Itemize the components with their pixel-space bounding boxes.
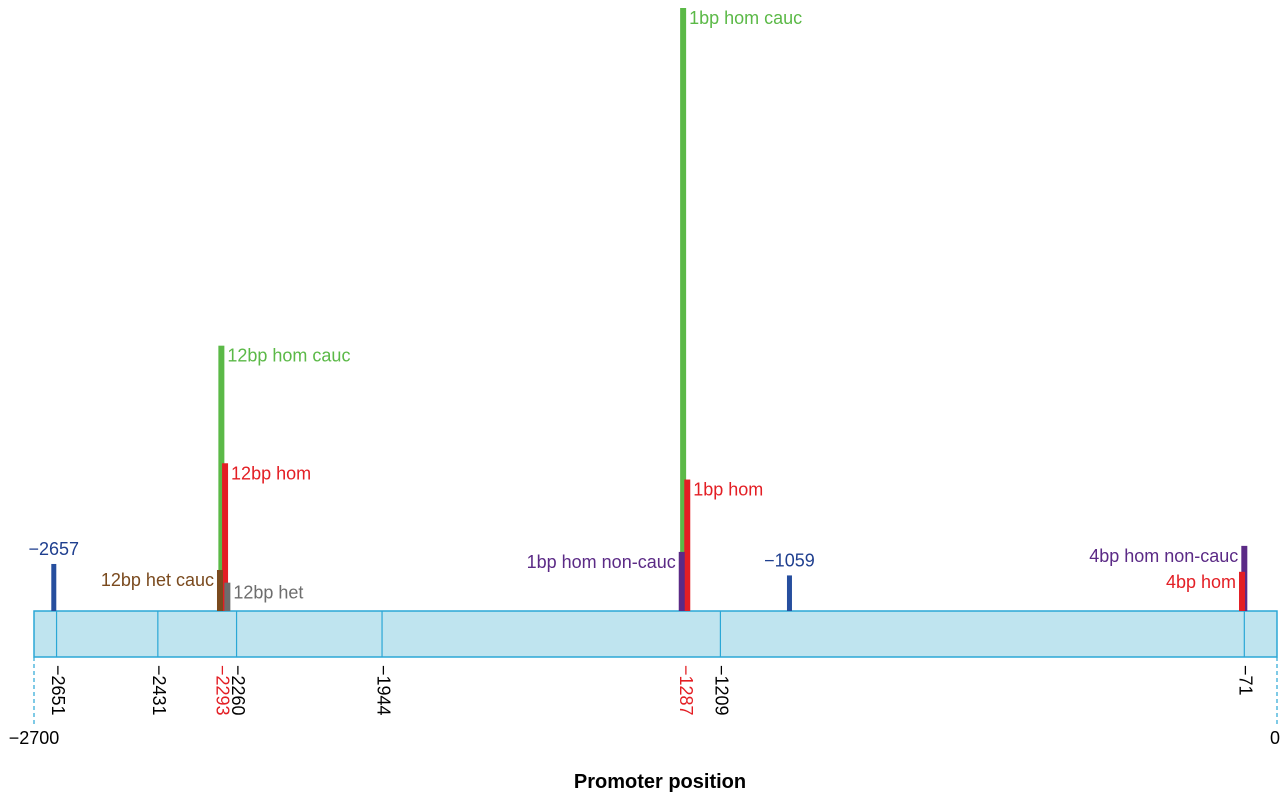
label-12bp-het-cauc: 12bp het cauc [101,570,214,590]
x-axis-title: Promoter position [574,771,746,793]
tick-label-2431: −2431 [149,665,169,716]
label-4bp-hom-non-cauc: 4bp hom non-cauc [1089,546,1238,566]
label-12bp-hom-cauc: 12bp hom cauc [227,346,350,366]
bar-12bp-hom-cauc [218,345,225,611]
label-1bp-hom-cauc: 1bp hom cauc [689,8,802,28]
tick-label-2293: −2293 [213,665,233,716]
axis-end-label: 0 [1270,728,1280,748]
variant-bar-labels: 12bp hom cauc 12bp hom 12bp het cauc 12bp h… [29,8,1239,603]
label-12bp-het: 12bp het [233,583,303,603]
tick-label-2260: −2260 [228,665,248,716]
marker-label-2657: −2657 [29,539,80,559]
bar-4bp-hom [1239,571,1246,611]
marker-label-1059: −1059 [764,550,815,570]
tick-label-71: −71 [1236,665,1256,696]
marker-1059 [786,575,792,611]
bar-1bp-hom [684,479,691,611]
label-1bp-hom-non-cauc: 1bp hom non-cauc [527,552,676,572]
variant-bars [51,8,1248,611]
promoter-region [33,610,1278,658]
bar-12bp-het-cauc [216,569,223,611]
tick-label-1287: −1287 [676,665,696,716]
bar-1bp-hom-cauc [680,8,687,611]
bar-12bp-hom [222,463,229,611]
axis-start-label: −2700 [9,728,60,748]
label-1bp-hom: 1bp hom [693,480,763,500]
marker-2657 [51,563,57,611]
tick-label-2651: −2651 [48,665,68,716]
promoter-box [33,610,1278,658]
position-tick-labels: −2651 −2431 −2293−2260 −1944 −1287 −1209 −71 [48,665,1256,716]
label-4bp-hom: 4bp hom [1166,572,1236,592]
bar-1bp-hom-non-cauc [678,551,685,611]
label-12bp-hom: 12bp hom [231,463,311,483]
tick-label-1209: −1209 [712,665,732,716]
bar-12bp-het [224,582,231,611]
tick-label-1944: −1944 [373,665,393,716]
